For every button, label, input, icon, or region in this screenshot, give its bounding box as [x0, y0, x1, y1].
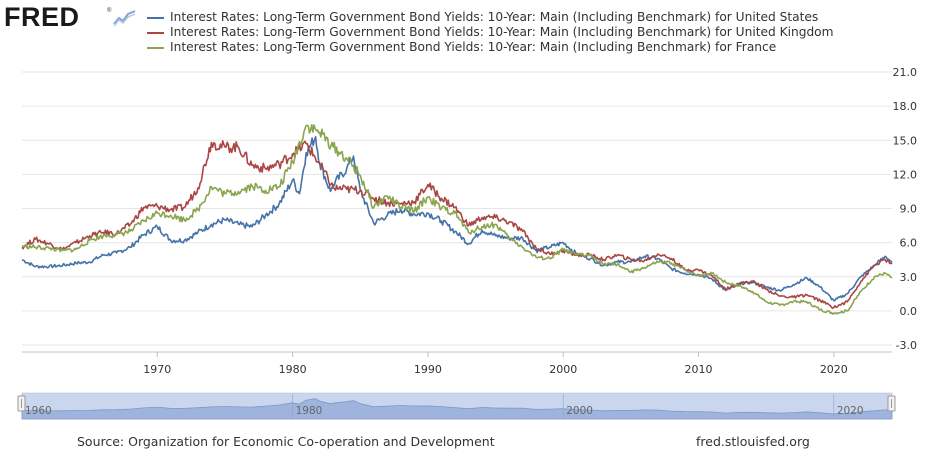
y-tick-label: 15.0 [893, 134, 918, 147]
source-note: Source: Organization for Economic Co-ope… [77, 434, 495, 449]
y-tick-label: 12.0 [893, 168, 918, 181]
series-line-us[interactable] [21, 136, 893, 302]
legend-swatch-us [147, 16, 164, 19]
y-tick-label: 21.0 [893, 66, 918, 79]
series-line-uk[interactable] [21, 140, 893, 310]
navigator[interactable]: 1960 1980 2000 2020 [17, 392, 896, 420]
y-tick-label: 9.0 [900, 203, 918, 216]
series-lines [21, 124, 893, 315]
legend-item-us[interactable]: Interest Rates: Long-Term Government Bon… [147, 10, 834, 25]
legend-label-uk: Interest Rates: Long-Term Government Bon… [170, 25, 834, 39]
y-axis-ticks: 21.0 18.0 15.0 12.0 9.0 6.0 3.0 0.0 -3.0 [893, 66, 918, 352]
legend-swatch-uk [147, 31, 164, 34]
x-axis-ticks: 1970 1980 1990 2000 2010 2020 [143, 352, 848, 376]
site-link[interactable]: fred.stlouisfed.org [696, 434, 810, 449]
y-tick-label: 0.0 [900, 305, 918, 318]
y-tick-label: -3.0 [896, 339, 917, 352]
x-tick-label: 2000 [549, 363, 577, 376]
x-tick-label: 2020 [820, 363, 848, 376]
legend-swatch-fr [147, 46, 164, 49]
x-tick-label: 2010 [685, 363, 713, 376]
x-tick-label: 1970 [143, 363, 171, 376]
navigator-label: 2020 [837, 405, 864, 417]
fred-chart-icon [113, 9, 137, 27]
navigator-area [21, 398, 893, 420]
legend-label-us: Interest Rates: Long-Term Government Bon… [170, 10, 819, 24]
navigator-label: 1980 [296, 405, 323, 417]
x-tick-label: 1990 [414, 363, 442, 376]
x-tick-label: 1980 [279, 363, 307, 376]
navigator-label: 1960 [25, 405, 52, 417]
y-tick-label: 3.0 [900, 271, 918, 284]
legend-item-fr[interactable]: Interest Rates: Long-Term Government Bon… [147, 40, 834, 55]
y-tick-label: 18.0 [893, 100, 918, 113]
navigator-label: 2000 [566, 405, 593, 417]
chart-legend: Interest Rates: Long-Term Government Bon… [147, 10, 834, 55]
series-line-fr[interactable] [22, 124, 893, 315]
fred-logo[interactable]: FRED [4, 2, 80, 32]
legend-label-fr: Interest Rates: Long-Term Government Bon… [170, 40, 777, 54]
registered-mark: ® [107, 8, 112, 14]
y-tick-label: 6.0 [900, 237, 918, 250]
legend-item-uk[interactable]: Interest Rates: Long-Term Government Bon… [147, 25, 834, 40]
navigator-labels: 1960 1980 2000 2020 [21, 394, 864, 419]
